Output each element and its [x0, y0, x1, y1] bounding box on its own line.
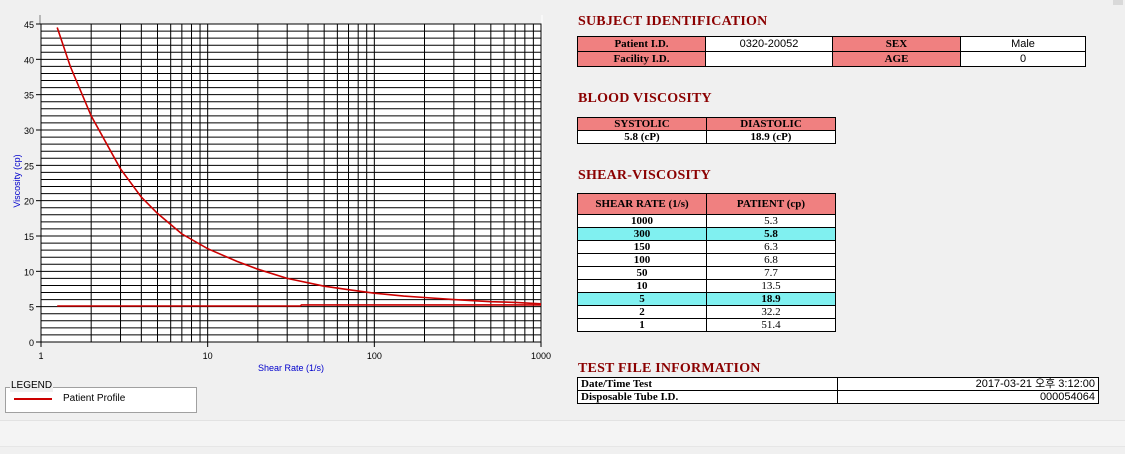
datetime-value: 2017-03-21 오후 3:12:00: [837, 377, 1099, 391]
patient-cp-cell: 32.2: [706, 305, 836, 319]
shear-rate-cell: 10: [577, 279, 707, 293]
patient-cp-header: PATIENT (cp): [706, 193, 836, 215]
status-strip: [0, 446, 1125, 454]
tube-id-value: 000054064: [837, 390, 1099, 404]
shear-viscosity-title: SHEAR-VISCOSITY: [578, 168, 711, 183]
age-label: AGE: [832, 51, 961, 67]
y-axis-label: Viscosity (cp): [12, 154, 22, 207]
patient-cp-cell: 5.8: [706, 227, 836, 241]
y-tick-label: 10: [24, 267, 34, 277]
patient-cp-cell: 13.5: [706, 279, 836, 293]
patient-cp-cell: 5.3: [706, 214, 836, 228]
diastolic-value: 18.9 (cP): [706, 130, 836, 144]
shear-row: 100 6.8: [577, 253, 836, 267]
patient-cp-cell: 18.9: [706, 292, 836, 306]
systolic-label: SYSTOLIC: [577, 117, 707, 131]
shear-rows: 1000 5.3 300 5.8 150 6.3 100 6.8 50 7.7 10 13.5 5 18.…: [577, 214, 836, 332]
y-tick-label: 25: [24, 161, 34, 171]
legend-entry: Patient Profile: [63, 393, 126, 404]
shear-rate-header: SHEAR RATE (1/s): [577, 193, 707, 215]
patient-cp-cell: 6.8: [706, 253, 836, 267]
subject-title: SUBJECT IDENTIFICATION: [578, 14, 768, 29]
shear-rate-cell: 150: [577, 240, 707, 254]
shear-viscosity-table: SHEAR RATE (1/s) PATIENT (cp) 1000 5.3 300…: [577, 193, 836, 332]
blood-viscosity-table: SYSTOLIC DIASTOLIC 5.8 (cP) 18.9 (cP): [577, 117, 836, 144]
y-tick-label: 0: [29, 338, 34, 348]
scrollbar[interactable]: [1113, 0, 1123, 5]
legend-swatch: [14, 398, 52, 400]
shear-rate-cell: 5: [577, 292, 707, 306]
sex-label: SEX: [832, 36, 961, 52]
viscosity-chart: 0 5 10 15 20 25 30 35 40 45 1 10 100 1000 Shear Rate (…: [0, 0, 560, 380]
patient-id-value: 0320-20052: [705, 36, 833, 52]
x-axis-label: Shear Rate (1/s): [258, 363, 324, 373]
shear-rate-cell: 1: [577, 318, 707, 332]
y-tick-label: 30: [24, 126, 34, 136]
sex-value: Male: [960, 36, 1086, 52]
x-tick-label: 10: [203, 351, 213, 361]
facility-id-label: Facility I.D.: [577, 51, 706, 67]
shear-row: 150 6.3: [577, 240, 836, 254]
datetime-label: Date/Time Test: [577, 377, 838, 391]
test-file-title: TEST FILE INFORMATION: [578, 361, 761, 376]
bottom-panel: [0, 420, 1125, 447]
blood-viscosity-title: BLOOD VISCOSITY: [578, 91, 712, 106]
shear-row: 2 32.2: [577, 305, 836, 319]
systolic-value: 5.8 (cP): [577, 130, 707, 144]
legend-title: LEGEND: [10, 380, 54, 392]
patient-cp-cell: 7.7: [706, 266, 836, 280]
shear-rate-cell: 100: [577, 253, 707, 267]
y-tick-label: 35: [24, 91, 34, 101]
shear-row: 10 13.5: [577, 279, 836, 293]
shear-rate-cell: 1000: [577, 214, 707, 228]
plot-border: [40, 23, 542, 343]
patient-id-label: Patient I.D.: [577, 36, 706, 52]
shear-row: 50 7.7: [577, 266, 836, 280]
series-line-baseline: [57, 304, 541, 307]
shear-rate-cell: 2: [577, 305, 707, 319]
age-value: 0: [960, 51, 1086, 67]
y-tick-label: 15: [24, 232, 34, 242]
patient-cp-cell: 51.4: [706, 318, 836, 332]
x-tick-label: 100: [367, 351, 382, 361]
legend: LEGEND Patient Profile: [5, 380, 197, 413]
x-tick-label: 1: [38, 351, 43, 361]
y-tick-label: 20: [24, 197, 34, 207]
viscosity-chart-svg: 0 5 10 15 20 25 30 35 40 45 1 10 100 1000 Shear Rate (…: [0, 0, 560, 380]
patient-cp-cell: 6.3: [706, 240, 836, 254]
shear-rate-cell: 300: [577, 227, 707, 241]
shear-rate-cell: 50: [577, 266, 707, 280]
facility-id-value: [705, 51, 833, 67]
series-line-patient-profile: [56, 27, 542, 305]
x-tick-label: 1000: [531, 351, 551, 361]
shear-row: 300 5.8: [577, 227, 836, 241]
y-tick-label: 5: [29, 303, 34, 313]
y-tick-label: 40: [24, 55, 34, 65]
plot-area: [41, 24, 541, 342]
shear-row: 1000 5.3: [577, 214, 836, 228]
shear-row: 1 51.4: [577, 318, 836, 332]
y-tick-label: 45: [24, 20, 34, 30]
tube-id-label: Disposable Tube I.D.: [577, 390, 838, 404]
subject-table: Patient I.D. 0320-20052 SEX Male Facilit…: [577, 36, 1086, 67]
diastolic-label: DIASTOLIC: [706, 117, 836, 131]
shear-row: 5 18.9: [577, 292, 836, 306]
test-file-table: Date/Time Test 2017-03-21 오후 3:12:00 Dis…: [577, 377, 1099, 404]
